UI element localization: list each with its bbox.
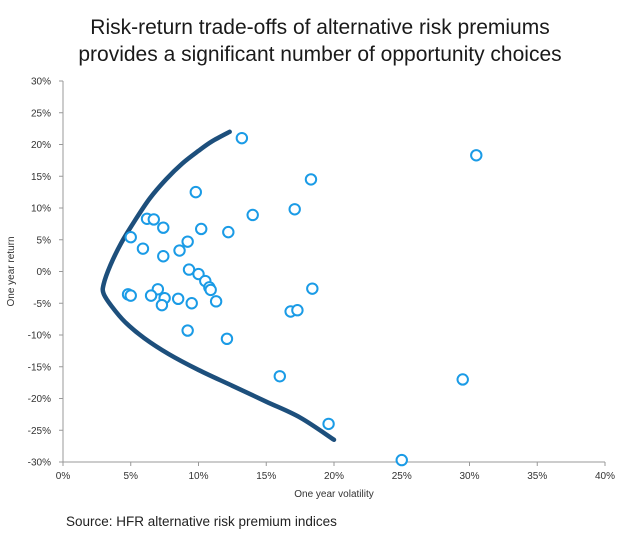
axes: 0% 5% 10% 15% 20% 25% 30% 35% 40% 30% 25% 20% 15% 10%… <box>28 77 615 483</box>
x-tick-label: 30% <box>459 471 479 482</box>
data-point <box>306 282 319 295</box>
x-tick-label: 25% <box>392 471 412 482</box>
y-tick-label: -25% <box>28 426 51 437</box>
y-tick-label: -20% <box>28 394 51 405</box>
data-point <box>395 453 408 467</box>
y-tick-label: 20% <box>31 140 51 151</box>
x-tick-label: 5% <box>124 471 139 482</box>
data-point <box>181 235 194 248</box>
data-point <box>124 231 137 244</box>
data-point <box>155 298 169 312</box>
scatter-chart: 0% 5% 10% 15% 20% 25% 30% 35% 40% 30% 25% 20% 15% 10%… <box>6 77 615 501</box>
data-point <box>304 173 318 186</box>
data-point <box>181 324 194 337</box>
x-tick-label: 10% <box>188 471 208 482</box>
y-tick-label: 15% <box>31 172 51 183</box>
chart-title-line1: Risk-return trade-offs of alternative ri… <box>90 16 550 39</box>
y-axis-label: One year return <box>6 236 17 306</box>
data-point <box>136 242 150 255</box>
data-point <box>220 332 234 346</box>
data-point <box>246 208 259 222</box>
data-point <box>222 225 235 239</box>
data-point <box>124 289 137 302</box>
data-points <box>121 131 483 467</box>
efficient-frontier <box>100 129 337 443</box>
x-tick-label: 40% <box>595 471 615 482</box>
data-point <box>273 370 286 383</box>
data-point <box>189 185 202 199</box>
x-tick-label: 0% <box>56 471 71 482</box>
data-point <box>291 304 304 317</box>
y-tick-label: 0% <box>37 267 52 278</box>
source-note: Source: HFR alternative risk premium ind… <box>66 514 337 529</box>
data-point <box>173 244 186 257</box>
data-point <box>147 213 160 226</box>
x-tick-label: 20% <box>324 471 344 482</box>
x-tick-label: 15% <box>256 471 276 482</box>
data-point <box>157 250 170 263</box>
y-tick-label: -10% <box>28 331 51 342</box>
data-point <box>195 222 208 236</box>
data-point <box>288 203 301 216</box>
chart-title-line2: provides a significant number of opportu… <box>78 43 562 66</box>
data-point <box>171 292 185 306</box>
y-tick-label: -15% <box>28 362 51 373</box>
y-tick-label: -30% <box>28 458 51 469</box>
data-point <box>470 149 483 162</box>
y-tick-label: 25% <box>31 108 51 119</box>
y-tick-label: 10% <box>31 204 51 215</box>
data-point <box>456 373 469 386</box>
x-axis-label: One year volatility <box>294 489 373 500</box>
chart-title: Risk-return trade-offs of alternative ri… <box>0 14 640 68</box>
data-point <box>157 221 170 234</box>
data-point <box>235 131 249 145</box>
x-tick-label: 35% <box>527 471 547 482</box>
data-point <box>209 295 223 308</box>
data-point <box>185 297 198 310</box>
y-tick-label: 5% <box>37 235 52 246</box>
y-tick-label: -5% <box>33 299 51 310</box>
frontier-line <box>100 129 337 443</box>
y-tick-label: 30% <box>31 77 51 88</box>
data-point <box>144 289 158 302</box>
data-point <box>322 417 335 431</box>
data-point <box>204 283 217 297</box>
